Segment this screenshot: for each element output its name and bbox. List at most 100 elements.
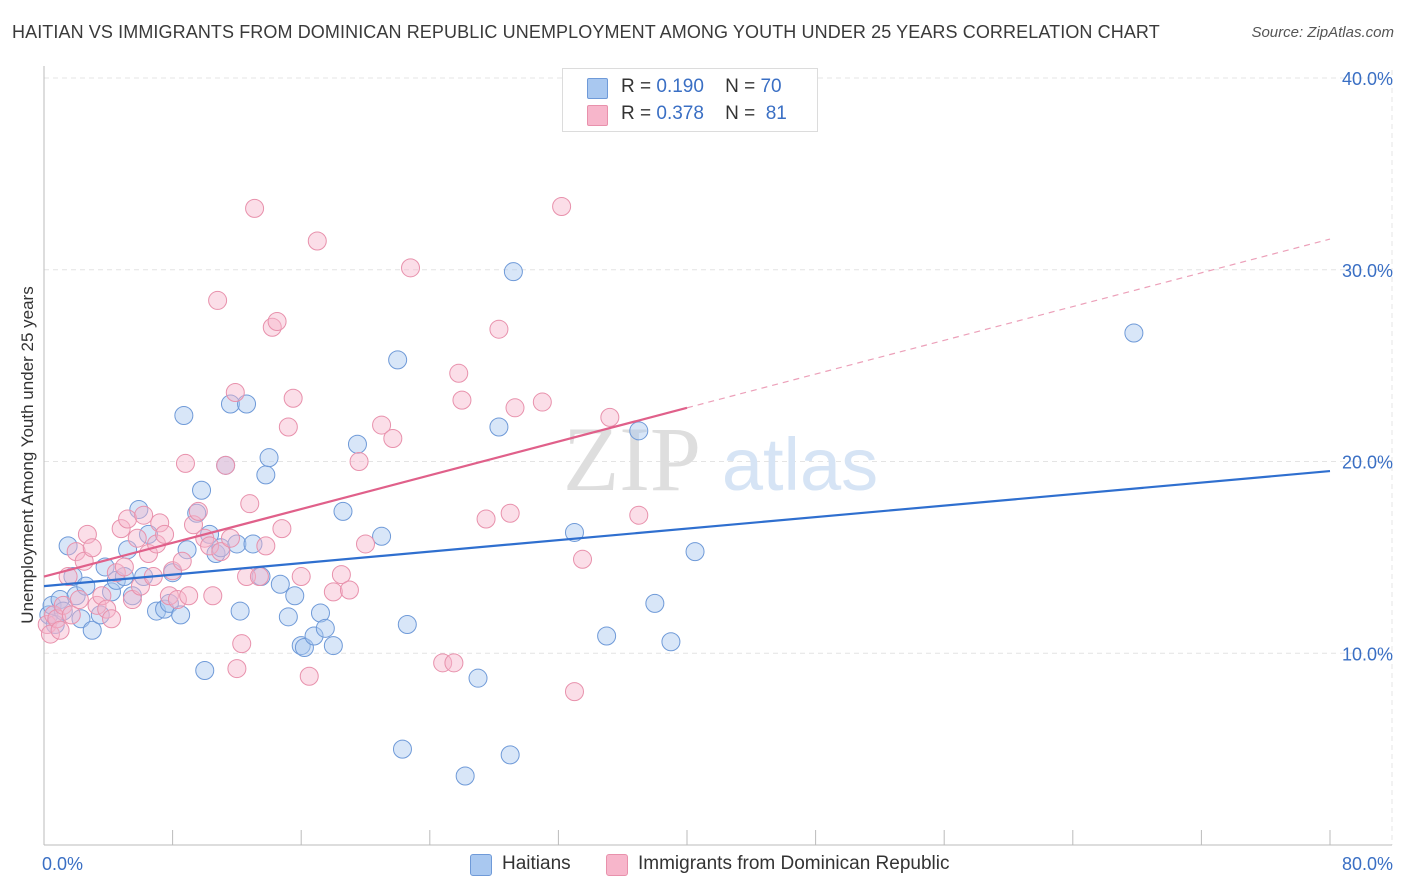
- trend-line-dashed: [686, 238, 1331, 409]
- data-point: [449, 363, 469, 383]
- data-point: [629, 505, 649, 525]
- data-point: [256, 536, 276, 556]
- data-point: [211, 542, 231, 562]
- data-point: [175, 453, 195, 473]
- data-point: [134, 505, 154, 525]
- data-point: [307, 231, 327, 251]
- data-point: [82, 538, 102, 558]
- data-point: [1124, 323, 1144, 343]
- data-point: [188, 501, 208, 521]
- data-point: [315, 618, 335, 638]
- data-point: [61, 605, 81, 625]
- data-point: [71, 609, 91, 629]
- data-point: [227, 659, 247, 679]
- data-point: [171, 605, 191, 625]
- data-point: [177, 540, 197, 560]
- data-point: [339, 580, 359, 600]
- data-point: [564, 682, 584, 702]
- data-point: [372, 526, 392, 546]
- x-tick-label: 80.0%: [1342, 854, 1393, 874]
- bottom-legend-swatch-dominican: [606, 854, 628, 876]
- data-point: [270, 574, 290, 594]
- data-point: [179, 586, 199, 606]
- legend-r-label: R =: [621, 76, 652, 97]
- data-point: [433, 653, 453, 673]
- data-point: [304, 626, 324, 646]
- data-point: [245, 198, 265, 218]
- data-point: [455, 766, 475, 786]
- data-point: [150, 513, 170, 533]
- bottom-legend-label-dominican: Immigrants from Dominican Republic: [638, 853, 950, 874]
- x-tick-label: 0.0%: [42, 854, 83, 874]
- data-point: [452, 390, 472, 410]
- data-point: [347, 434, 367, 454]
- data-point: [249, 567, 269, 587]
- data-point: [138, 524, 158, 544]
- data-point: [397, 614, 417, 634]
- data-point: [291, 567, 311, 587]
- grid-lines: [44, 70, 1393, 845]
- data-point: [310, 603, 330, 623]
- data-point: [532, 392, 552, 412]
- legend-r-value-dominican: 0.378: [656, 103, 704, 124]
- data-point: [208, 290, 228, 310]
- y-axis-label: Unemployment Among Youth under 25 years: [18, 286, 37, 624]
- data-point: [323, 636, 343, 656]
- data-point: [401, 258, 421, 278]
- data-point: [172, 551, 192, 571]
- y-tick-label: 10.0%: [1342, 644, 1393, 664]
- data-point: [232, 634, 252, 654]
- data-point: [66, 542, 86, 562]
- data-point: [167, 590, 187, 610]
- data-point: [323, 582, 343, 602]
- data-point: [356, 534, 375, 554]
- data-point: [661, 632, 681, 652]
- data-point: [200, 536, 220, 556]
- data-point: [476, 509, 496, 529]
- data-point: [564, 522, 584, 542]
- data-point: [388, 350, 408, 370]
- legend-swatch-dominican: [587, 105, 608, 126]
- data-point: [82, 620, 102, 640]
- data-point: [500, 745, 520, 765]
- data-point: [468, 668, 488, 688]
- watermark-atlas: atlas: [722, 423, 878, 506]
- data-point: [50, 620, 70, 640]
- data-point: [203, 586, 223, 606]
- data-point: [331, 565, 351, 585]
- data-point: [66, 586, 86, 606]
- series-dominican-points: [37, 196, 649, 702]
- data-point: [192, 480, 212, 500]
- data-point: [220, 528, 240, 548]
- data-point: [267, 312, 287, 332]
- data-point: [597, 626, 617, 646]
- data-point: [230, 601, 250, 621]
- data-point: [372, 415, 392, 435]
- data-point: [505, 398, 525, 418]
- data-point: [278, 417, 298, 437]
- data-point: [174, 405, 194, 425]
- data-point: [383, 428, 403, 448]
- data-point: [392, 739, 412, 759]
- data-point: [225, 382, 245, 402]
- legend-n-label: N =: [725, 103, 756, 124]
- data-point: [240, 494, 260, 514]
- legend-n-label: N =: [725, 76, 756, 97]
- y-tick-label: 30.0%: [1342, 261, 1393, 281]
- data-point: [102, 609, 122, 629]
- data-point: [291, 636, 311, 656]
- source-label: Source: ZipAtlas.com: [1251, 24, 1394, 41]
- legend-r-label: R =: [621, 103, 652, 124]
- legend-r-value-haitians: 0.190: [656, 76, 704, 97]
- data-point: [256, 465, 276, 485]
- trend-line-solid: [43, 406, 688, 578]
- data-point: [155, 524, 175, 544]
- data-point: [489, 319, 509, 339]
- data-point: [299, 666, 319, 686]
- data-point: [195, 661, 215, 681]
- series-haitians-points: [39, 262, 1144, 786]
- data-point: [645, 593, 665, 613]
- data-point: [111, 519, 131, 539]
- y-tick-label: 40.0%: [1342, 69, 1393, 89]
- bottom-legend-label-haitians: Haitians: [502, 853, 571, 874]
